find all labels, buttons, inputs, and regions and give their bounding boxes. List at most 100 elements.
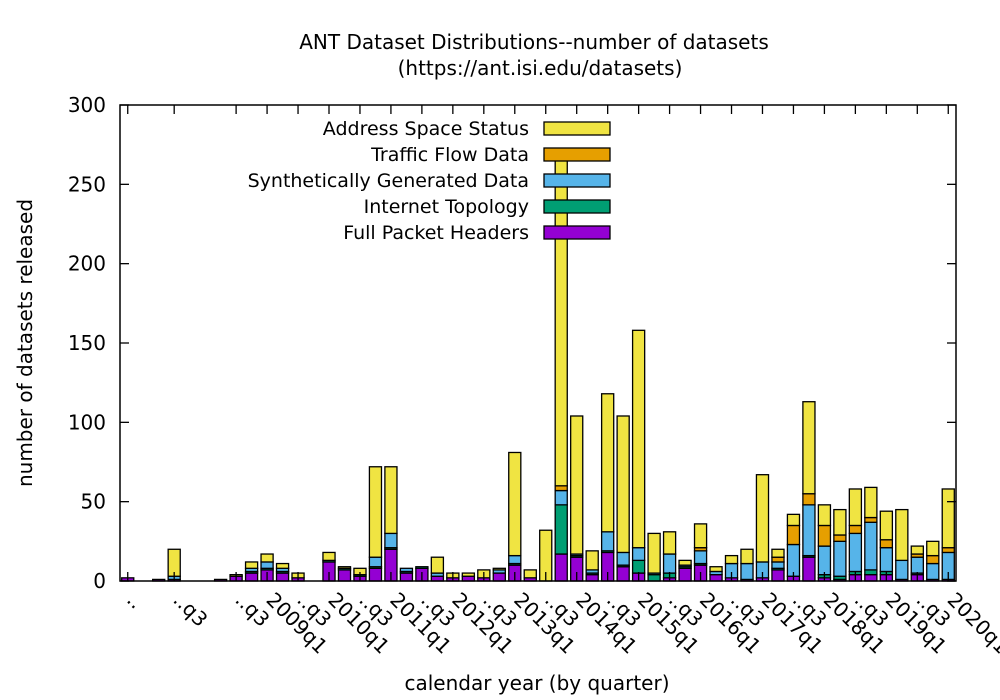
bar-segment-traffic-flow-data-28 [554, 485, 568, 492]
bar-segment-synthetically-generated-data-25 [508, 554, 522, 565]
y-tick-label: 100 [68, 410, 106, 434]
bar-segment-traffic-flow-data-42 [771, 556, 785, 563]
bar-segment-synthetically-generated-data-9 [260, 561, 274, 569]
bar-segment-address-space-status-42 [771, 548, 785, 558]
bar-segment-address-space-status-38 [709, 566, 723, 573]
x-axis-label: calendar year (by quarter) [404, 671, 669, 695]
bar-segment-synthetically-generated-data-31 [600, 531, 615, 552]
bar-segment-address-space-status-43 [786, 513, 801, 527]
bar-segment-address-space-status-26 [523, 569, 537, 579]
x-tick-label: 2020q1 [943, 588, 1000, 659]
bar-segment-full-packet-headers-42 [771, 569, 785, 582]
bar-segment-full-packet-headers-36 [678, 567, 692, 582]
bar-segment-full-packet-headers-32 [616, 566, 630, 582]
y-axis-label: number of datasets released [13, 199, 37, 487]
bar-segment-internet-topology-28 [554, 504, 568, 555]
bar-segment-traffic-flow-data-45 [817, 524, 832, 547]
legend-label-traffic-flow-data: Traffic Flow Data [370, 144, 529, 166]
chart-subtitle: (https://ant.isi.edu/datasets) [398, 56, 683, 80]
legend-label-address-space-status: Address Space Status [323, 118, 529, 140]
bar-segment-address-space-status-36 [678, 559, 692, 566]
bar-segment-traffic-flow-data-52 [926, 554, 940, 565]
bar-segment-synthetically-generated-data-47 [848, 532, 863, 573]
bar-segment-address-space-status-44 [802, 401, 816, 495]
bar-segment-address-space-status-14 [337, 566, 352, 569]
bar-segment-full-packet-headers-14 [337, 569, 352, 582]
bar-segment-synthetically-generated-data-51 [910, 556, 924, 574]
bar-segment-traffic-flow-data-48 [864, 516, 878, 523]
bar-segment-address-space-status-13 [322, 551, 336, 562]
bar-segment-full-packet-headers-10 [275, 572, 290, 582]
bar-segment-full-packet-headers-48 [864, 574, 878, 582]
bar-segment-address-space-status-49 [879, 510, 894, 541]
legend-swatch-traffic-flow-data [543, 147, 611, 162]
legend-swatch-address-space-status [543, 121, 611, 136]
bar-segment-full-packet-headers-38 [709, 574, 723, 582]
bar-segment-address-space-status-52 [926, 540, 940, 557]
bar-segment-synthetically-generated-data-18 [399, 567, 414, 573]
bar-segment-synthetically-generated-data-17 [384, 532, 398, 549]
bar-segment-synthetically-generated-data-35 [662, 553, 677, 574]
y-tick-label: 50 [81, 490, 106, 514]
bar-segment-address-space-status-37 [693, 523, 708, 549]
bar-segment-synthetically-generated-data-45 [817, 545, 832, 576]
legend-label-synthetically-generated-data: Synthetically Generated Data [248, 170, 529, 192]
y-tick-label: 150 [68, 331, 106, 355]
bar-segment-synthetically-generated-data-32 [616, 551, 630, 566]
bar-segment-full-packet-headers-16 [368, 567, 383, 582]
bar-segment-address-space-status-40 [740, 548, 754, 565]
bar-segment-traffic-flow-data-44 [802, 493, 816, 506]
bar-segment-address-space-status-47 [848, 488, 863, 527]
bar-segment-address-space-status-22 [461, 572, 476, 577]
bar-segment-traffic-flow-data-46 [833, 534, 847, 542]
y-tick-label: 0 [93, 569, 106, 593]
bar-segment-address-space-status-31 [600, 393, 615, 533]
bar-segment-internet-topology-48 [864, 569, 878, 576]
bar-segment-address-space-status-8 [244, 561, 259, 569]
legend: Address Space Status Traffic Flow Data Syn… [248, 118, 611, 244]
bar-segment-address-space-status-32 [616, 415, 630, 554]
bars-layer [121, 151, 955, 582]
legend-label-internet-topology: Internet Topology [364, 196, 529, 218]
bar-segment-address-space-status-30 [585, 550, 599, 571]
bar-segment-full-packet-headers-8 [244, 572, 259, 582]
bar-segment-address-space-status-16 [368, 466, 383, 558]
bar-segment-synthetically-generated-data-33 [631, 547, 646, 562]
bar-segment-synthetically-generated-data-52 [926, 562, 940, 581]
bar-segment-address-space-status-41 [755, 474, 770, 563]
bar-segment-traffic-flow-data-53 [941, 547, 955, 554]
bar-segment-synthetically-generated-data-48 [864, 521, 878, 571]
bar-segment-address-space-status-48 [864, 486, 878, 519]
bar-segment-address-space-status-10 [275, 562, 290, 569]
bar-segment-full-packet-headers-18 [399, 572, 414, 582]
bar-segment-address-space-status-50 [895, 508, 909, 562]
y-tick-label: 200 [68, 252, 106, 276]
bar-segment-full-packet-headers-30 [585, 574, 599, 582]
bar-segment-synthetically-generated-data-40 [740, 562, 754, 581]
bar-segment-address-space-status-34 [647, 532, 661, 574]
bar-segment-synthetically-generated-data-50 [895, 559, 909, 581]
bar-segment-traffic-flow-data-49 [879, 539, 894, 549]
bar-segment-synthetically-generated-data-37 [693, 550, 708, 565]
bar-segment-full-packet-headers-28 [554, 553, 568, 582]
bar-segment-synthetically-generated-data-16 [368, 556, 383, 568]
bar-segment-address-space-status-20 [430, 556, 445, 574]
legend-swatch-internet-topology [543, 199, 611, 214]
legend-swatch-full-packet-headers [543, 225, 611, 240]
bar-segment-synthetically-generated-data-49 [879, 547, 894, 573]
bar-segment-internet-topology-34 [647, 574, 661, 582]
bar-segment-address-space-status-39 [724, 554, 739, 565]
chart-title: ANT Dataset Distributions--number of dat… [299, 30, 769, 54]
bar-segment-address-space-status-45 [817, 504, 832, 527]
bar-segment-address-space-status-35 [662, 531, 677, 555]
x-tick-label: .. [122, 588, 148, 614]
y-tick-label: 300 [68, 93, 106, 117]
bar-segment-synthetically-generated-data-44 [802, 504, 816, 557]
bar-segment-traffic-flow-data-43 [786, 524, 801, 546]
bar-segment-traffic-flow-data-47 [848, 524, 863, 535]
x-tick-label: ..q3 [169, 588, 213, 632]
bar-segment-internet-topology-19 [415, 566, 429, 569]
bar-segment-full-packet-headers-44 [802, 556, 816, 582]
bar-segment-address-space-status-33 [631, 329, 646, 549]
